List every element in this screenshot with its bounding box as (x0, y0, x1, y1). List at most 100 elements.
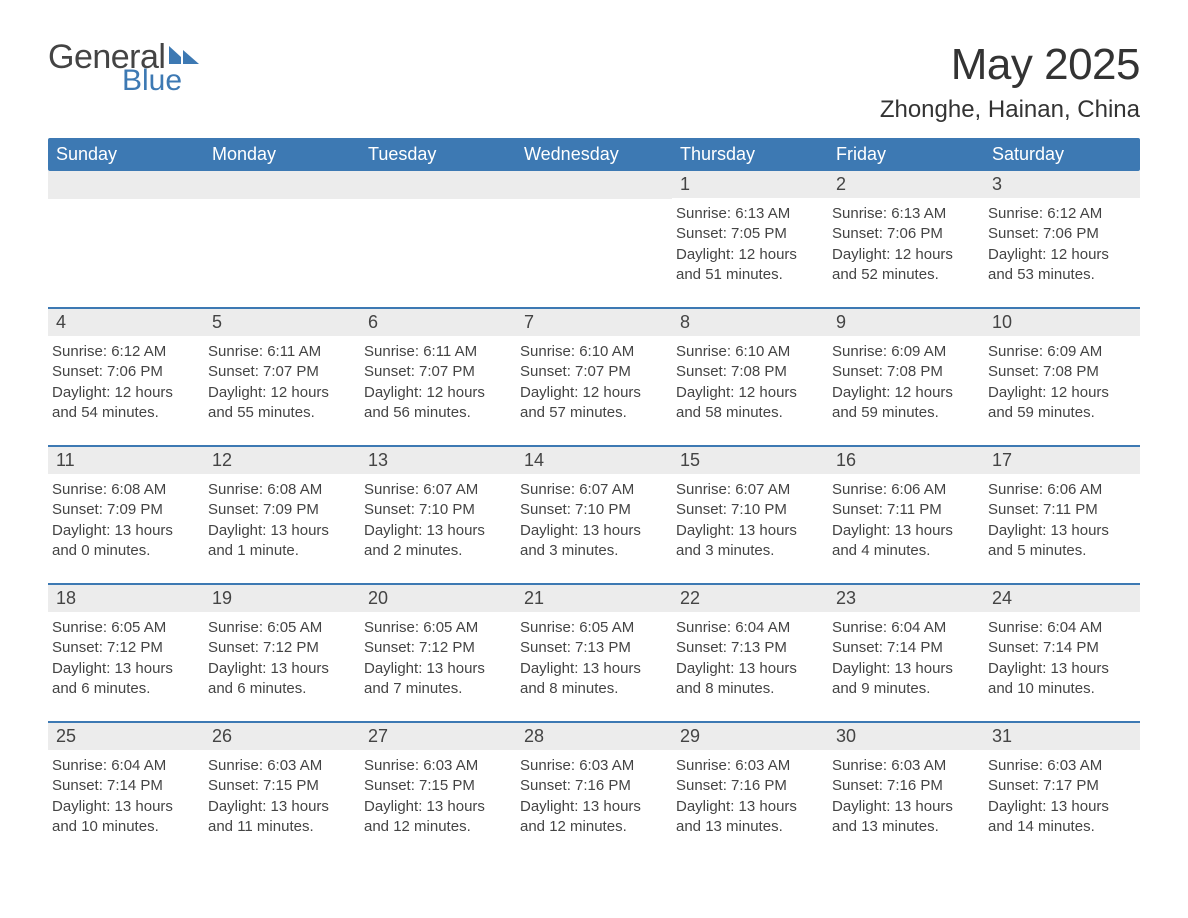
sunrise-line: Sunrise: 6:10 AM (520, 342, 668, 362)
day-number: 15 (672, 447, 828, 474)
day-number: 30 (828, 723, 984, 750)
sunset-line: Sunset: 7:12 PM (364, 638, 512, 658)
day-cell: 26Sunrise: 6:03 AMSunset: 7:15 PMDayligh… (204, 723, 360, 841)
sunset-line: Sunset: 7:08 PM (832, 362, 980, 382)
month-title: May 2025 (880, 40, 1140, 90)
sunrise-line: Sunrise: 6:04 AM (52, 756, 200, 776)
daylight-line: Daylight: 13 hours and 13 minutes. (676, 797, 824, 838)
sunset-line: Sunset: 7:17 PM (988, 776, 1136, 796)
sunrise-line: Sunrise: 6:13 AM (832, 204, 980, 224)
daylight-line: Daylight: 13 hours and 14 minutes. (988, 797, 1136, 838)
daylight-line: Daylight: 12 hours and 54 minutes. (52, 383, 200, 424)
day-body: Sunrise: 6:11 AMSunset: 7:07 PMDaylight:… (204, 336, 360, 427)
day-number: 3 (984, 171, 1140, 198)
day-cell: 21Sunrise: 6:05 AMSunset: 7:13 PMDayligh… (516, 585, 672, 703)
day-cell: 29Sunrise: 6:03 AMSunset: 7:16 PMDayligh… (672, 723, 828, 841)
day-number: 9 (828, 309, 984, 336)
day-body: Sunrise: 6:09 AMSunset: 7:08 PMDaylight:… (828, 336, 984, 427)
weekday-friday: Friday (828, 138, 984, 171)
weekday-saturday: Saturday (984, 138, 1140, 171)
weekday-tuesday: Tuesday (360, 138, 516, 171)
sunrise-line: Sunrise: 6:05 AM (520, 618, 668, 638)
day-number: 8 (672, 309, 828, 336)
day-body: Sunrise: 6:04 AMSunset: 7:14 PMDaylight:… (48, 750, 204, 841)
daylight-line: Daylight: 13 hours and 11 minutes. (208, 797, 356, 838)
day-number: 12 (204, 447, 360, 474)
daylight-line: Daylight: 13 hours and 3 minutes. (520, 521, 668, 562)
day-number: 11 (48, 447, 204, 474)
day-body: Sunrise: 6:03 AMSunset: 7:16 PMDaylight:… (516, 750, 672, 841)
sunrise-line: Sunrise: 6:03 AM (832, 756, 980, 776)
daylight-line: Daylight: 13 hours and 10 minutes. (52, 797, 200, 838)
day-cell: 30Sunrise: 6:03 AMSunset: 7:16 PMDayligh… (828, 723, 984, 841)
weekday-monday: Monday (204, 138, 360, 171)
sunset-line: Sunset: 7:06 PM (52, 362, 200, 382)
sunrise-line: Sunrise: 6:09 AM (988, 342, 1136, 362)
day-number: 1 (672, 171, 828, 198)
day-cell: 7Sunrise: 6:10 AMSunset: 7:07 PMDaylight… (516, 309, 672, 427)
sunset-line: Sunset: 7:13 PM (520, 638, 668, 658)
weekday-thursday: Thursday (672, 138, 828, 171)
day-cell: 5Sunrise: 6:11 AMSunset: 7:07 PMDaylight… (204, 309, 360, 427)
day-cell: 6Sunrise: 6:11 AMSunset: 7:07 PMDaylight… (360, 309, 516, 427)
sunrise-line: Sunrise: 6:06 AM (988, 480, 1136, 500)
day-body: Sunrise: 6:05 AMSunset: 7:12 PMDaylight:… (360, 612, 516, 703)
daylight-line: Daylight: 12 hours and 52 minutes. (832, 245, 980, 286)
sunrise-line: Sunrise: 6:03 AM (364, 756, 512, 776)
day-number: 23 (828, 585, 984, 612)
day-cell (516, 171, 672, 289)
logo: General Blue (48, 40, 199, 96)
week-row: 25Sunrise: 6:04 AMSunset: 7:14 PMDayligh… (48, 721, 1140, 841)
day-number: 24 (984, 585, 1140, 612)
day-body: Sunrise: 6:13 AMSunset: 7:06 PMDaylight:… (828, 198, 984, 289)
sunset-line: Sunset: 7:14 PM (988, 638, 1136, 658)
day-number: 18 (48, 585, 204, 612)
daylight-line: Daylight: 12 hours and 51 minutes. (676, 245, 824, 286)
sunrise-line: Sunrise: 6:11 AM (208, 342, 356, 362)
daylight-line: Daylight: 13 hours and 2 minutes. (364, 521, 512, 562)
sunset-line: Sunset: 7:13 PM (676, 638, 824, 658)
sunset-line: Sunset: 7:09 PM (52, 500, 200, 520)
day-body: Sunrise: 6:03 AMSunset: 7:17 PMDaylight:… (984, 750, 1140, 841)
sunset-line: Sunset: 7:16 PM (520, 776, 668, 796)
daylight-line: Daylight: 13 hours and 10 minutes. (988, 659, 1136, 700)
day-cell: 13Sunrise: 6:07 AMSunset: 7:10 PMDayligh… (360, 447, 516, 565)
sunrise-line: Sunrise: 6:07 AM (520, 480, 668, 500)
day-number: 5 (204, 309, 360, 336)
daylight-line: Daylight: 13 hours and 4 minutes. (832, 521, 980, 562)
day-body: Sunrise: 6:04 AMSunset: 7:14 PMDaylight:… (984, 612, 1140, 703)
day-number: 26 (204, 723, 360, 750)
sunrise-line: Sunrise: 6:05 AM (208, 618, 356, 638)
day-number: 31 (984, 723, 1140, 750)
week-row: 11Sunrise: 6:08 AMSunset: 7:09 PMDayligh… (48, 445, 1140, 565)
daylight-line: Daylight: 12 hours and 53 minutes. (988, 245, 1136, 286)
day-body: Sunrise: 6:11 AMSunset: 7:07 PMDaylight:… (360, 336, 516, 427)
sunrise-line: Sunrise: 6:07 AM (676, 480, 824, 500)
daylight-line: Daylight: 13 hours and 8 minutes. (520, 659, 668, 700)
sunset-line: Sunset: 7:10 PM (520, 500, 668, 520)
sunrise-line: Sunrise: 6:03 AM (988, 756, 1136, 776)
week-row: 1Sunrise: 6:13 AMSunset: 7:05 PMDaylight… (48, 171, 1140, 289)
sunrise-line: Sunrise: 6:03 AM (208, 756, 356, 776)
day-body: Sunrise: 6:05 AMSunset: 7:13 PMDaylight:… (516, 612, 672, 703)
sunset-line: Sunset: 7:10 PM (676, 500, 824, 520)
sunrise-line: Sunrise: 6:08 AM (52, 480, 200, 500)
daylight-line: Daylight: 13 hours and 9 minutes. (832, 659, 980, 700)
day-number: 17 (984, 447, 1140, 474)
sunrise-line: Sunrise: 6:08 AM (208, 480, 356, 500)
day-number: 22 (672, 585, 828, 612)
sunset-line: Sunset: 7:05 PM (676, 224, 824, 244)
day-body: Sunrise: 6:06 AMSunset: 7:11 PMDaylight:… (984, 474, 1140, 565)
sunset-line: Sunset: 7:14 PM (52, 776, 200, 796)
sunrise-line: Sunrise: 6:03 AM (676, 756, 824, 776)
day-number: 4 (48, 309, 204, 336)
day-cell: 24Sunrise: 6:04 AMSunset: 7:14 PMDayligh… (984, 585, 1140, 703)
day-number: 20 (360, 585, 516, 612)
day-body: Sunrise: 6:03 AMSunset: 7:15 PMDaylight:… (204, 750, 360, 841)
sunset-line: Sunset: 7:07 PM (520, 362, 668, 382)
sunset-line: Sunset: 7:15 PM (364, 776, 512, 796)
week-row: 4Sunrise: 6:12 AMSunset: 7:06 PMDaylight… (48, 307, 1140, 427)
sunset-line: Sunset: 7:07 PM (208, 362, 356, 382)
day-cell: 17Sunrise: 6:06 AMSunset: 7:11 PMDayligh… (984, 447, 1140, 565)
weeks-container: 1Sunrise: 6:13 AMSunset: 7:05 PMDaylight… (48, 171, 1140, 841)
